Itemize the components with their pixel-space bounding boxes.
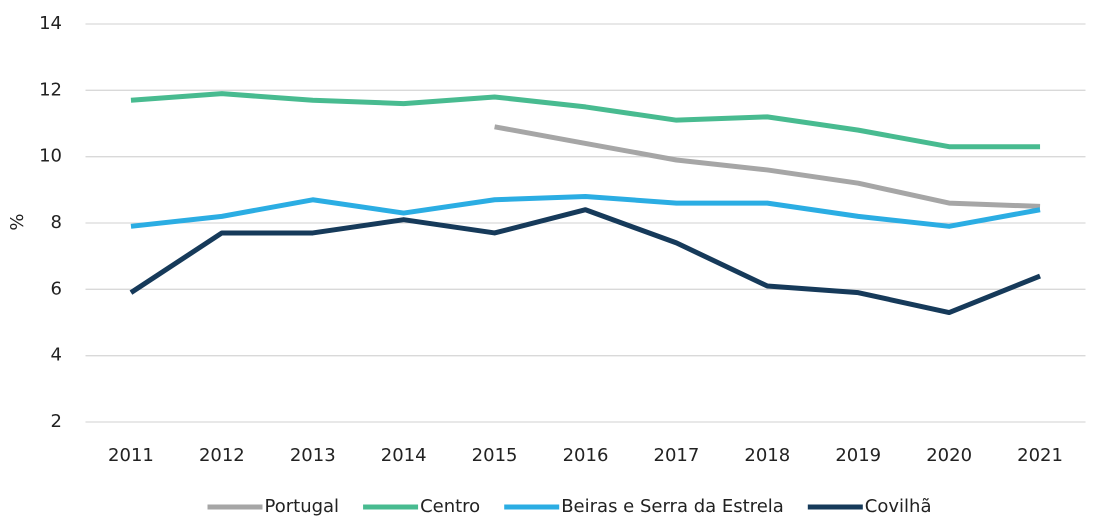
line-series <box>130 193 1041 229</box>
line-series <box>494 124 1041 209</box>
y-tick-label: 2 <box>51 411 62 432</box>
legend-label: Covilhã <box>865 496 932 517</box>
y-tick-label: 4 <box>51 345 62 366</box>
x-tick-label: 2011 <box>108 445 154 466</box>
x-tick-label: 2020 <box>926 445 972 466</box>
x-tick-label: 2013 <box>290 445 336 466</box>
legend-label: Beiras e Serra da Estrela <box>561 496 784 517</box>
y-tick-label: 14 <box>39 13 62 34</box>
y-tick-label: 10 <box>39 146 62 167</box>
x-tick-label: 2015 <box>472 445 518 466</box>
legend-label: Portugal <box>265 496 340 517</box>
y-tick-label: 12 <box>39 79 62 100</box>
line-series <box>130 91 1041 150</box>
x-tick-label: 2016 <box>563 445 609 466</box>
y-tick-label: 8 <box>51 212 62 233</box>
legend-label: Centro <box>420 496 480 517</box>
x-tick-label: 2021 <box>1017 445 1063 466</box>
line-series <box>129 207 1041 316</box>
x-tick-label: 2017 <box>654 445 700 466</box>
x-tick-label: 2014 <box>381 445 427 466</box>
x-tick-label: 2012 <box>199 445 245 466</box>
x-tick-label: 2018 <box>744 445 790 466</box>
legend: Portugal Centro Beiras e Serra da Estrela C… <box>207 496 932 517</box>
y-tick-label: 6 <box>51 278 62 299</box>
y-axis-label: % <box>7 213 28 230</box>
x-tick-label: 2019 <box>835 445 881 466</box>
